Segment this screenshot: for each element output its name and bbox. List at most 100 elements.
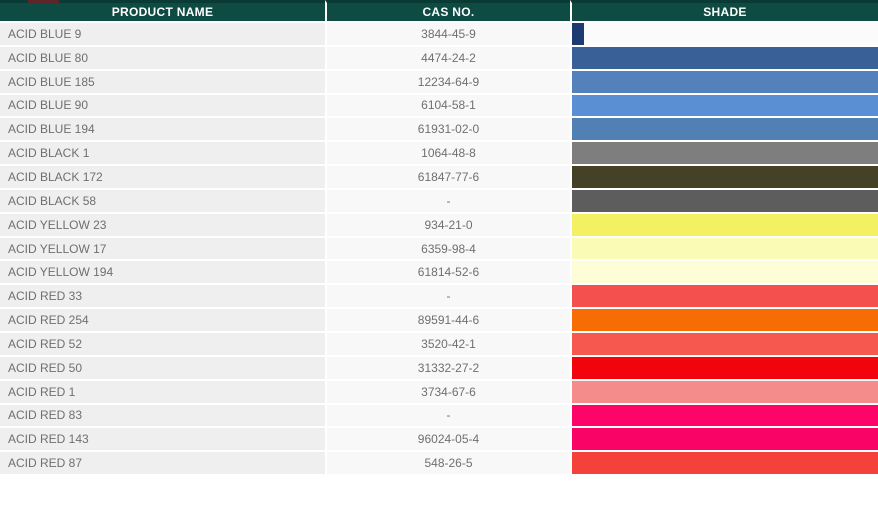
cas-no-cell: 934-21-0 xyxy=(325,213,570,238)
shade-swatch xyxy=(572,332,878,355)
cas-no-cell: 31332-27-2 xyxy=(325,356,570,381)
table-row: ACID RED 143 96024-05-4 xyxy=(0,428,878,453)
cas-no-cell: - xyxy=(325,285,570,310)
table-row: ACID YELLOW 17 6359-98-4 xyxy=(0,237,878,262)
shade-swatch xyxy=(572,404,878,427)
shade-cell xyxy=(570,46,878,71)
product-name-cell: ACID RED 83 xyxy=(0,404,325,429)
cas-no-cell: - xyxy=(325,404,570,429)
column-header-shade: SHADE xyxy=(570,0,878,23)
product-name-cell: ACID BLACK 1 xyxy=(0,142,325,167)
product-name-cell: ACID BLACK 172 xyxy=(0,166,325,190)
table-row: ACID YELLOW 23 934-21-0 xyxy=(0,213,878,238)
shade-swatch xyxy=(572,452,878,475)
table-row: ACID YELLOW 194 61814-52-6 xyxy=(0,261,878,286)
shade-swatch xyxy=(572,94,878,117)
table-row: ACID BLUE 80 4474-24-2 xyxy=(0,46,878,71)
shade-cell xyxy=(570,285,878,310)
product-name-cell: ACID BLACK 58 xyxy=(0,189,325,214)
shade-cell xyxy=(570,309,878,333)
cas-no-cell: 6104-58-1 xyxy=(325,94,570,119)
table-header: PRODUCT NAME CAS NO. SHADE xyxy=(0,0,878,23)
table-row: ACID BLUE 9 3844-45-9 xyxy=(0,23,878,47)
shade-swatch xyxy=(572,428,878,451)
shade-swatch xyxy=(572,142,878,165)
product-name-cell: ACID RED 50 xyxy=(0,356,325,381)
table-row: ACID BLACK 172 61847-77-6 xyxy=(0,166,878,190)
cas-no-cell: 61847-77-6 xyxy=(325,166,570,190)
table-row: ACID RED 87 548-26-5 xyxy=(0,452,878,477)
shade-cell xyxy=(570,118,878,143)
shade-swatch xyxy=(572,285,878,308)
shade-swatch xyxy=(572,261,878,284)
product-name-cell: ACID YELLOW 194 xyxy=(0,261,325,286)
table-header-row: PRODUCT NAME CAS NO. SHADE xyxy=(0,0,878,23)
shade-cell xyxy=(570,94,878,119)
cas-no-cell: 12234-64-9 xyxy=(325,70,570,95)
cas-no-cell: - xyxy=(325,189,570,214)
cas-no-cell: 61814-52-6 xyxy=(325,261,570,286)
table-row: ACID BLACK 1 1064-48-8 xyxy=(0,142,878,167)
shade-swatch xyxy=(572,189,878,212)
shade-swatch xyxy=(572,23,584,45)
shade-cell xyxy=(570,70,878,95)
table-body: ACID BLUE 9 3844-45-9 ACID BLUE 80 4474-… xyxy=(0,23,878,477)
table-row: ACID BLUE 194 61931-02-0 xyxy=(0,118,878,143)
shade-swatch xyxy=(572,380,878,403)
cas-no-cell: 6359-98-4 xyxy=(325,237,570,262)
shade-swatch xyxy=(572,70,878,93)
cas-no-cell: 548-26-5 xyxy=(325,452,570,477)
table-row: ACID RED 83 - xyxy=(0,404,878,429)
shade-cell xyxy=(570,142,878,167)
shade-cell xyxy=(570,428,878,453)
product-name-cell: ACID RED 52 xyxy=(0,332,325,357)
shade-cell xyxy=(570,237,878,262)
shade-cell xyxy=(570,166,878,190)
cas-no-cell: 89591-44-6 xyxy=(325,309,570,333)
shade-cell xyxy=(570,332,878,357)
product-name-cell: ACID BLUE 9 xyxy=(0,23,325,47)
table-row: ACID RED 50 31332-27-2 xyxy=(0,356,878,381)
cas-no-cell: 3520-42-1 xyxy=(325,332,570,357)
cas-no-cell: 3844-45-9 xyxy=(325,23,570,47)
product-name-cell: ACID YELLOW 23 xyxy=(0,213,325,238)
product-name-cell: ACID BLUE 90 xyxy=(0,94,325,119)
product-name-cell: ACID RED 33 xyxy=(0,285,325,310)
column-header-product-name: PRODUCT NAME xyxy=(0,0,325,23)
cas-no-cell: 61931-02-0 xyxy=(325,118,570,143)
shade-cell xyxy=(570,452,878,477)
shade-swatch xyxy=(572,237,878,260)
product-name-cell: ACID RED 254 xyxy=(0,309,325,333)
table-row: ACID RED 1 3734-67-6 xyxy=(0,380,878,405)
table-row: ACID BLUE 185 12234-64-9 xyxy=(0,70,878,95)
shade-cell xyxy=(570,380,878,405)
table-row: ACID BLUE 90 6104-58-1 xyxy=(0,94,878,119)
shade-cell xyxy=(570,356,878,381)
shade-swatch xyxy=(572,309,878,331)
shade-swatch xyxy=(572,46,878,69)
shade-cell xyxy=(570,213,878,238)
product-name-cell: ACID BLUE 185 xyxy=(0,70,325,95)
shade-cell xyxy=(570,23,878,47)
cas-no-cell: 1064-48-8 xyxy=(325,142,570,167)
dye-product-table: PRODUCT NAME CAS NO. SHADE ACID BLUE 9 3… xyxy=(0,0,878,477)
product-name-cell: ACID RED 143 xyxy=(0,428,325,453)
table-row: ACID BLACK 58 - xyxy=(0,189,878,214)
shade-swatch xyxy=(572,166,878,188)
table-row: ACID RED 33 - xyxy=(0,285,878,310)
shade-cell xyxy=(570,404,878,429)
product-name-cell: ACID RED 1 xyxy=(0,380,325,405)
product-name-cell: ACID YELLOW 17 xyxy=(0,237,325,262)
table-row: ACID RED 254 89591-44-6 xyxy=(0,309,878,333)
shade-swatch xyxy=(572,213,878,236)
product-name-cell: ACID BLUE 194 xyxy=(0,118,325,143)
product-name-cell: ACID RED 87 xyxy=(0,452,325,477)
shade-cell xyxy=(570,261,878,286)
cas-no-cell: 3734-67-6 xyxy=(325,380,570,405)
product-name-cell: ACID BLUE 80 xyxy=(0,46,325,71)
shade-cell xyxy=(570,189,878,214)
cas-no-cell: 96024-05-4 xyxy=(325,428,570,453)
shade-swatch xyxy=(572,356,878,379)
column-header-cas-no: CAS NO. xyxy=(325,0,570,23)
